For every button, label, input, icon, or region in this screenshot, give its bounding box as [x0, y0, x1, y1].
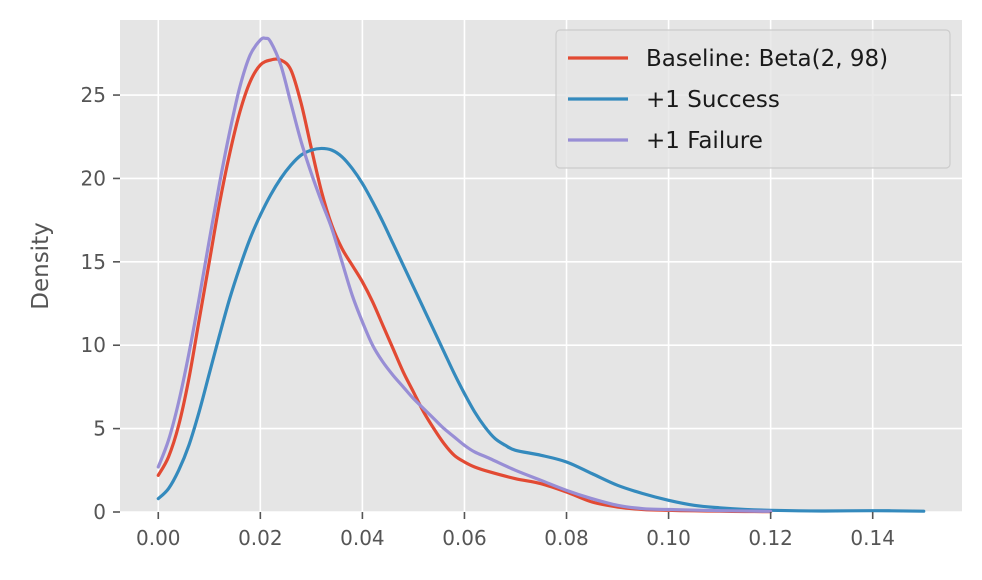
x-tick-label: 0.12 [748, 526, 793, 550]
y-tick-label: 15 [81, 250, 106, 274]
x-tick-label: 0.02 [238, 526, 283, 550]
x-tick-label: 0.06 [442, 526, 487, 550]
y-tick-label: 20 [81, 166, 106, 190]
legend: Baseline: Beta(2, 98) +1 Success +1 Failur… [555, 29, 951, 169]
series-line-baseline-beta-2-98 [156, 57, 773, 514]
y-tick-label: 0 [93, 500, 106, 524]
axis-ticks: 0.00 0.02 0.04 0.06 0.08 0.10 0.12 0.14 0 5 10 15 20… [81, 83, 895, 550]
x-tick-label: 0.10 [646, 526, 691, 550]
y-tick-label: 10 [81, 333, 106, 357]
x-tick-label: 0.04 [340, 526, 385, 550]
legend-label: Baseline: Beta(2, 98) [646, 46, 888, 72]
legend-box [555, 29, 951, 169]
x-tick-label: 0.00 [136, 526, 181, 550]
y-tick-label: 25 [81, 83, 106, 107]
legend-label: +1 Success [646, 87, 780, 113]
legend-label: +1 Failure [646, 128, 763, 154]
series-lines [156, 36, 926, 514]
y-axis-label: Density [28, 222, 54, 309]
x-tick-label: 0.14 [850, 526, 895, 550]
y-tick-label: 5 [93, 417, 106, 441]
x-tick-label: 0.08 [544, 526, 589, 550]
series-line-1-failure [156, 36, 773, 513]
series-line-1-success [156, 146, 926, 513]
